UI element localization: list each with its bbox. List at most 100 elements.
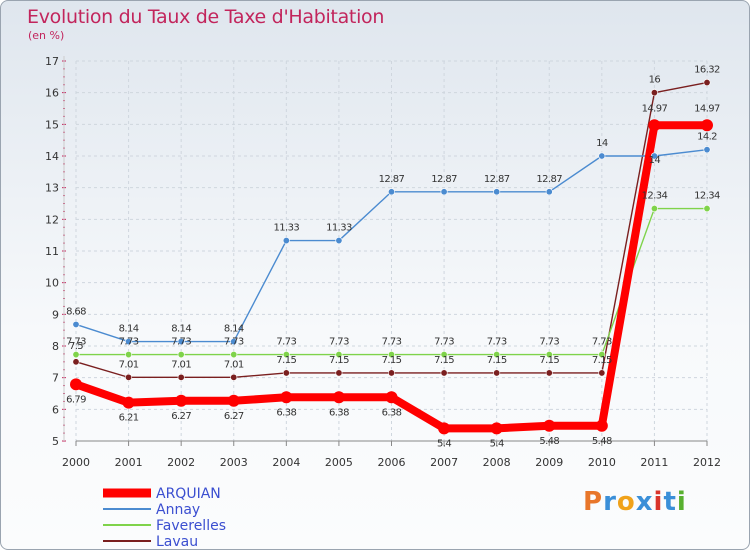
data-point-annay [440,188,448,196]
chart-title: Evolution du Taux de Taxe d'Habitation [27,6,385,28]
legend-label-faverelles: Faverelles [156,518,226,534]
data-point-faverelles [598,351,606,359]
data-point-lavau [282,369,290,377]
data-label-annay: 11.33 [274,223,300,234]
data-label-annay: 8.14 [224,324,244,335]
data-label-arquian: 5.4 [490,438,504,449]
data-point-arquian [175,394,188,407]
data-point-lavau [650,89,658,97]
data-point-arquian [227,394,240,407]
data-point-annay [545,188,553,196]
data-point-annay [177,338,185,346]
y-tick-label: 14 [45,150,59,163]
x-tick-label: 2007 [430,456,458,469]
data-point-faverelles [177,351,185,359]
y-tick-label: 16 [45,87,59,100]
x-tick-label: 2003 [220,456,248,469]
data-label-lavau: 7.15 [382,355,402,366]
data-label-annay: 12.87 [431,174,457,185]
data-point-faverelles [72,351,80,359]
proxiti-logo: Proxiti [583,487,687,517]
data-label-annay: 8.14 [171,324,191,335]
data-point-annay [387,188,395,196]
data-point-lavau [177,373,185,381]
data-point-annay [650,152,658,160]
y-tick-label: 17 [45,55,59,68]
data-label-faverelles: 7.73 [382,337,402,348]
data-label-lavau: 7.5 [69,341,83,352]
data-point-faverelles [230,351,238,359]
data-label-annay: 8.68 [66,306,86,317]
data-label-arquian: 6.79 [66,394,86,405]
data-point-arquian [438,422,451,435]
data-label-faverelles: 12.34 [642,191,668,202]
axes: 5 6 7 8 9 10 11 12 13 14 15 16 17 2000 2001 2002 2003 200… [45,55,721,469]
x-tick-label: 2006 [378,456,406,469]
data-point-faverelles [650,205,658,213]
data-point-lavau [545,369,553,377]
data-point-lavau [335,369,343,377]
data-label-lavau: 7.01 [224,359,244,370]
data-label-faverelles: 7.73 [276,337,296,348]
data-label-arquian: 5.48 [539,436,559,447]
x-tick-label: 2010 [588,456,616,469]
x-tick-label: 2002 [167,456,195,469]
data-label-arquian: 14.97 [642,103,668,114]
data-point-faverelles [703,205,711,213]
data-label-faverelles: 7.73 [487,337,507,348]
data-point-lavau [125,373,133,381]
data-point-arquian [701,119,713,132]
data-label-arquian: 6.38 [329,407,349,418]
data-label-faverelles: 7.73 [224,337,244,348]
data-point-annay [230,338,238,346]
data-label-faverelles: 7.73 [66,337,86,348]
data-point-arquian [385,391,398,404]
points-layer [70,79,713,435]
data-point-arquian [70,378,82,391]
data-point-annay [125,338,133,346]
y-tick-label: 6 [52,403,59,416]
data-point-lavau [703,79,711,87]
data-point-arquian [595,419,608,432]
data-label-faverelles: 12.34 [694,191,720,202]
data-point-arquian [122,396,135,409]
x-tick-label: 2004 [272,456,300,469]
data-label-annay: 8.14 [119,324,139,335]
data-label-lavau: 7.15 [434,355,454,366]
data-label-annay: 12.87 [536,174,562,185]
data-label-lavau: 7.15 [539,355,559,366]
data-point-annay [282,237,290,245]
data-point-lavau [598,369,606,377]
legend-label-annay: Annay [156,502,200,518]
data-label-faverelles: 7.73 [539,337,559,348]
y-tick-label: 12 [45,213,59,226]
data-label-faverelles: 7.73 [592,337,612,348]
data-label-lavau: 7.01 [171,359,191,370]
data-point-lavau [440,369,448,377]
data-point-lavau [387,369,395,377]
data-point-faverelles [125,351,133,359]
data-label-annay: 14.2 [697,132,717,143]
data-point-annay [598,152,606,160]
data-point-faverelles [387,351,395,359]
data-point-arquian [490,422,503,435]
y-tick-label: 9 [52,308,59,321]
y-tick-label: 11 [45,245,59,258]
data-point-annay [493,188,501,196]
data-label-faverelles: 7.73 [171,337,191,348]
data-point-arquian [280,391,293,404]
data-point-faverelles [335,351,343,359]
data-point-annay [703,146,711,154]
x-tick-label: 2000 [62,456,90,469]
data-label-annay: 14 [649,155,661,166]
data-label-lavau: 16 [649,75,661,86]
data-point-faverelles [282,351,290,359]
data-label-lavau: 16.32 [694,65,720,76]
legend-label-lavau: Lavau [156,534,198,550]
data-label-faverelles: 7.73 [329,337,349,348]
data-point-lavau [230,373,238,381]
y-tick-label: 13 [45,182,59,195]
data-point-arquian [332,391,345,404]
